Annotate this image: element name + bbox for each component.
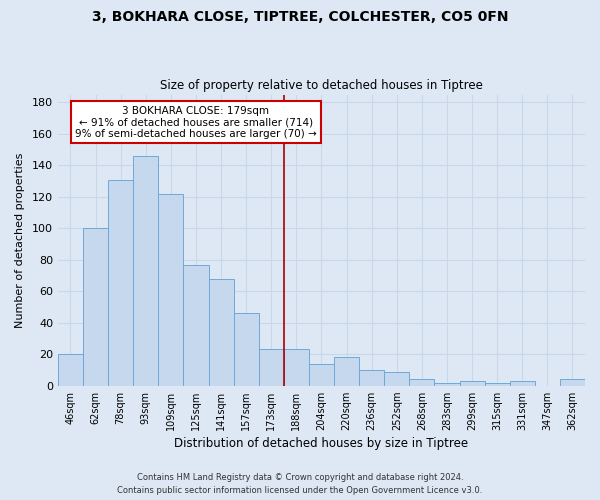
Bar <box>108 180 133 386</box>
Bar <box>133 156 158 386</box>
Bar <box>184 264 209 386</box>
Bar <box>384 372 409 386</box>
X-axis label: Distribution of detached houses by size in Tiptree: Distribution of detached houses by size … <box>175 437 469 450</box>
Bar <box>510 381 535 386</box>
Bar <box>560 380 585 386</box>
Bar <box>460 381 485 386</box>
Bar <box>259 350 284 386</box>
Bar <box>334 358 359 386</box>
Bar <box>284 350 309 386</box>
Title: Size of property relative to detached houses in Tiptree: Size of property relative to detached ho… <box>160 79 483 92</box>
Y-axis label: Number of detached properties: Number of detached properties <box>15 152 25 328</box>
Bar <box>309 364 334 386</box>
Text: 3, BOKHARA CLOSE, TIPTREE, COLCHESTER, CO5 0FN: 3, BOKHARA CLOSE, TIPTREE, COLCHESTER, C… <box>92 10 508 24</box>
Text: 3 BOKHARA CLOSE: 179sqm
← 91% of detached houses are smaller (714)
9% of semi-de: 3 BOKHARA CLOSE: 179sqm ← 91% of detache… <box>75 106 317 139</box>
Bar <box>58 354 83 386</box>
Bar <box>233 314 259 386</box>
Bar <box>158 194 184 386</box>
Bar <box>83 228 108 386</box>
Bar <box>434 382 460 386</box>
Bar <box>209 278 233 386</box>
Text: Contains HM Land Registry data © Crown copyright and database right 2024.
Contai: Contains HM Land Registry data © Crown c… <box>118 474 482 495</box>
Bar <box>409 380 434 386</box>
Bar <box>485 382 510 386</box>
Bar <box>359 370 384 386</box>
